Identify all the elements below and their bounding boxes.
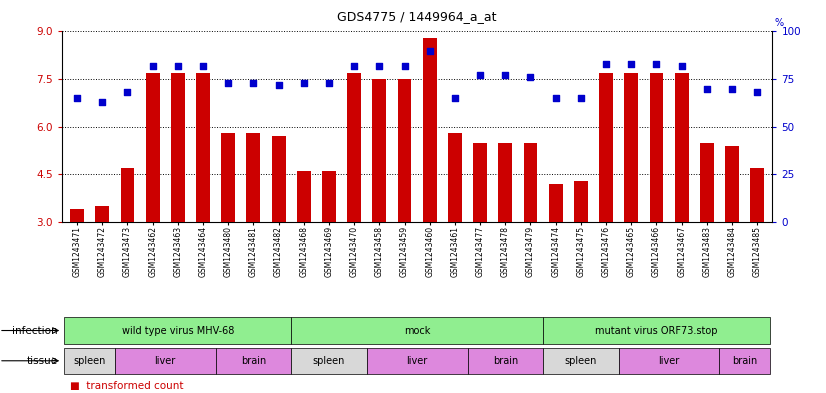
Text: ■  transformed count: ■ transformed count [70, 381, 183, 391]
Bar [347, 73, 361, 222]
Bar [468, 348, 543, 374]
Bar [292, 318, 543, 343]
Text: liver: liver [406, 356, 428, 366]
Point [449, 95, 462, 101]
Point [197, 62, 210, 69]
Bar [64, 348, 115, 374]
Bar [121, 168, 135, 222]
Text: wild type virus MHV-68: wild type virus MHV-68 [121, 325, 234, 336]
Bar [64, 318, 292, 343]
Point [700, 86, 714, 92]
Bar [675, 73, 689, 222]
Point [70, 95, 83, 101]
Point [221, 80, 235, 86]
Text: infection: infection [12, 325, 58, 336]
Text: mutant virus ORF73.stop: mutant virus ORF73.stop [596, 325, 718, 336]
Bar [649, 73, 663, 222]
Bar [246, 133, 260, 222]
Point [373, 62, 386, 69]
Bar [473, 143, 487, 222]
Point [675, 62, 688, 69]
Bar [373, 79, 387, 222]
Point [348, 62, 361, 69]
Text: GDS4775 / 1449964_a_at: GDS4775 / 1449964_a_at [337, 10, 497, 23]
Bar [543, 318, 770, 343]
Bar [171, 73, 185, 222]
Point [624, 61, 638, 67]
Bar [196, 73, 210, 222]
Bar [115, 348, 216, 374]
Point [121, 89, 134, 95]
Text: spleen: spleen [565, 356, 597, 366]
Text: brain: brain [492, 356, 518, 366]
Bar [95, 206, 109, 222]
Text: brain: brain [732, 356, 757, 366]
Bar [543, 348, 619, 374]
Bar [574, 181, 588, 222]
Point [725, 86, 738, 92]
Text: liver: liver [658, 356, 680, 366]
Point [499, 72, 512, 79]
Text: mock: mock [404, 325, 430, 336]
Bar [750, 168, 764, 222]
Text: spleen: spleen [74, 356, 106, 366]
Bar [322, 171, 336, 222]
Point [96, 99, 109, 105]
Text: tissue: tissue [26, 356, 58, 366]
Point [650, 61, 663, 67]
Point [423, 47, 436, 53]
Text: %: % [775, 18, 784, 28]
Bar [700, 143, 714, 222]
Text: spleen: spleen [313, 356, 345, 366]
Point [524, 74, 537, 80]
Point [322, 80, 335, 86]
Point [146, 62, 159, 69]
Text: brain: brain [240, 356, 266, 366]
Point [549, 95, 563, 101]
Point [297, 80, 311, 86]
Bar [367, 348, 468, 374]
Bar [292, 348, 367, 374]
Bar [221, 133, 235, 222]
Bar [70, 209, 84, 222]
Point [398, 62, 411, 69]
Point [751, 89, 764, 95]
Bar [599, 73, 613, 222]
Bar [619, 348, 719, 374]
Bar [624, 73, 638, 222]
Point [171, 62, 184, 69]
Bar [719, 348, 770, 374]
Bar [272, 136, 286, 222]
Bar [423, 38, 437, 222]
Point [600, 61, 613, 67]
Bar [297, 171, 311, 222]
Point [247, 80, 260, 86]
Bar [548, 184, 563, 222]
Bar [216, 348, 292, 374]
Bar [145, 73, 159, 222]
Bar [448, 133, 462, 222]
Bar [498, 143, 512, 222]
Point [272, 82, 285, 88]
Bar [397, 79, 411, 222]
Point [574, 95, 587, 101]
Text: liver: liver [154, 356, 176, 366]
Bar [524, 143, 538, 222]
Bar [725, 146, 739, 222]
Point [473, 72, 487, 79]
